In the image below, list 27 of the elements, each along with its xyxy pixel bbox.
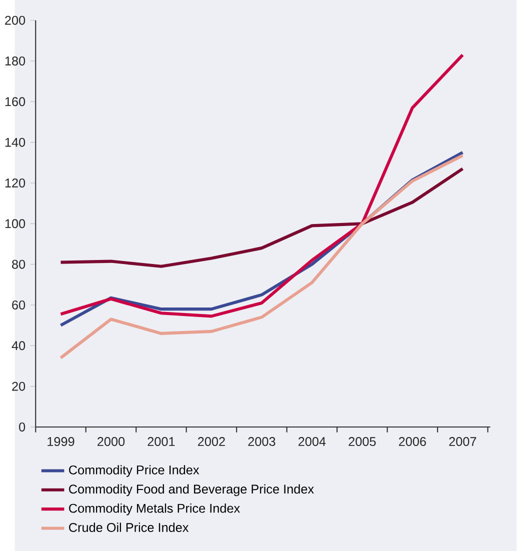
y-tick-label: 100 — [6, 219, 26, 228]
y-tick-label: 140 — [6, 138, 26, 147]
legend-label: Crude Oil Price Index — [69, 522, 189, 532]
legend-label: Commodity Food and Beverage Price Index — [69, 484, 314, 496]
y-tick-label: 20 — [12, 382, 26, 391]
y-tick-label: 180 — [6, 56, 26, 66]
x-tick-label: 2003 — [248, 437, 276, 446]
x-tick-label: 2000 — [98, 437, 125, 446]
x-tick-label: 2005 — [348, 437, 376, 446]
x-tick-label: 2001 — [148, 437, 175, 446]
y-tick-label: 60 — [12, 300, 26, 310]
legend-label: Commodity Metals Price Index — [69, 503, 240, 516]
x-tick-label: 2007 — [449, 437, 476, 446]
x-tick-label: 2002 — [198, 437, 226, 446]
x-tick-label: 2004 — [298, 437, 326, 446]
x-tick-label: 2006 — [399, 437, 426, 446]
y-tick-label: 120 — [6, 178, 26, 188]
y-tick-label: 200 — [5, 16, 26, 25]
y-tick-label: 80 — [12, 260, 26, 269]
y-tick-label: 0 — [19, 422, 26, 432]
y-tick-label: 160 — [6, 97, 26, 106]
legend-label: Commodity Price Index — [69, 465, 200, 477]
line-series — [59, 53, 464, 318]
line-series — [59, 167, 464, 268]
x-tick-label: 1999 — [48, 437, 74, 446]
line-series — [59, 154, 464, 360]
y-tick-label: 40 — [12, 341, 26, 350]
